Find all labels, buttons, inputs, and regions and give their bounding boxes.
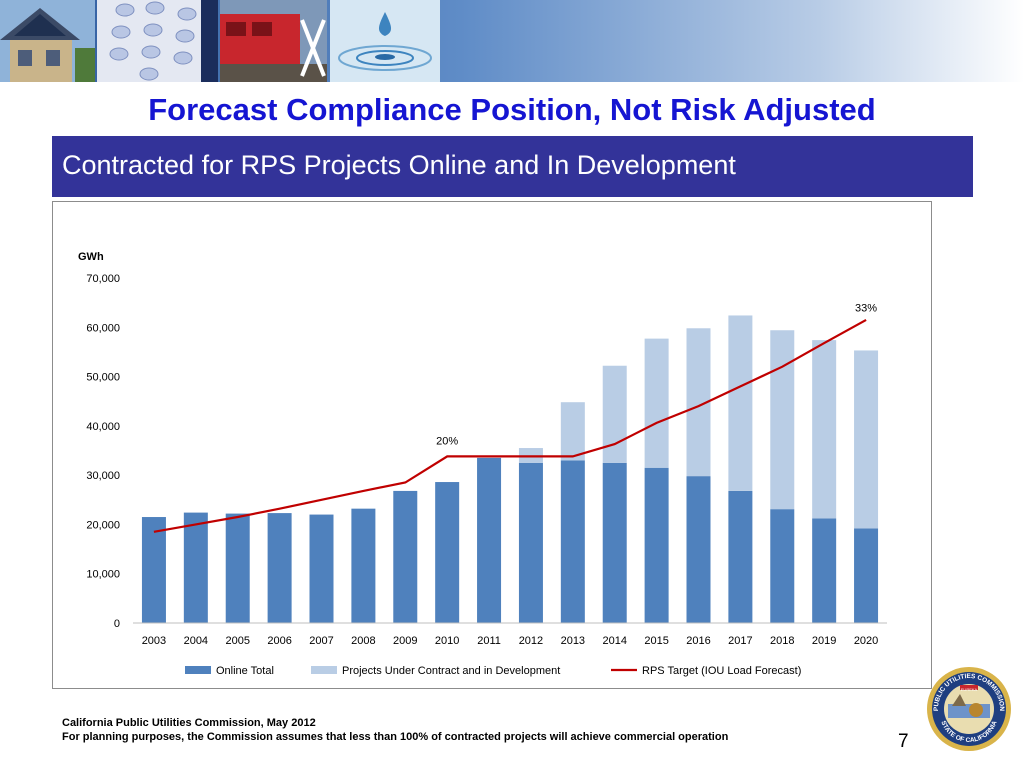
y-tick-label: 20,000 [86,519,120,531]
slide-title: Forecast Compliance Position, Not Risk A… [148,92,876,127]
bar-online-total [141,517,166,623]
x-tick-label: 2004 [184,635,208,647]
bar-online-total [602,462,627,623]
bar-online-total [351,508,376,623]
bar-online-total [393,490,418,623]
x-tick-label: 2012 [519,635,543,647]
legend-swatch-contract [311,666,337,674]
annotation-label: 20% [436,436,458,448]
bar-online-total [477,457,502,623]
x-tick-label: 2003 [142,635,166,647]
x-tick-label: 2015 [644,635,668,647]
train-photo [220,0,327,82]
chart-container: GWh 0 10,000 20,000 30,000 40,000 50,000 60,000… [52,201,932,689]
bar-under-contract [770,330,795,510]
bar-under-contract [812,340,837,519]
bar-online-total [560,460,585,623]
legend-swatch-online [185,666,211,674]
bar-online-total [309,514,334,623]
y-tick-label: 0 [114,618,120,630]
annotation-label: 33% [855,303,877,315]
svg-text:EUREKA: EUREKA [961,687,978,692]
x-tick-label: 2009 [393,635,417,647]
legend-label-target: RPS Target (IOU Load Forecast) [642,665,801,677]
y-axis-label: GWh [78,251,104,263]
y-tick-label: 10,000 [86,569,120,581]
bar-online-total [686,476,711,623]
x-tick-label: 2006 [267,635,291,647]
x-tick-label: 2010 [435,635,459,647]
x-tick-label: 2016 [686,635,710,647]
keypad-photo [97,0,218,82]
house-solar-photo [0,0,95,82]
y-tick-label: 50,000 [86,372,120,384]
x-tick-label: 2013 [561,635,585,647]
legend-label-online: Online Total [216,665,274,677]
bar-under-contract [644,338,669,468]
y-tick-label: 60,000 [86,322,120,334]
x-tick-label: 2008 [351,635,375,647]
bar-online-total [812,518,837,623]
bar-online-total [518,462,543,623]
footer-note: For planning purposes, the Commission as… [62,731,729,743]
y-tick-label: 30,000 [86,470,120,482]
footer-source: California Public Utilities Commission, … [62,717,316,729]
bar-under-contract [602,365,627,463]
bar-online-total [183,512,208,623]
bar-under-contract [728,315,753,491]
bar-online-total [770,509,795,623]
page-number: 7 [898,731,909,752]
bar-online-total [728,490,753,623]
y-tick-label: 70,000 [86,273,120,285]
x-tick-label: 2017 [728,635,752,647]
subtitle-bar: Contracted for RPS Projects Online and I… [52,136,973,197]
legend-label-contract: Projects Under Contract and in Developme… [342,665,560,677]
x-tick-label: 2007 [309,635,333,647]
x-tick-label: 2018 [770,635,794,647]
rps-compliance-chart: GWh 0 10,000 20,000 30,000 40,000 50,000 60,000… [78,251,887,677]
x-tick-label: 2020 [854,635,878,647]
x-tick-label: 2014 [602,635,626,647]
x-tick-label: 2019 [812,635,836,647]
x-tick-label: 2005 [225,635,249,647]
bar-online-total [267,513,292,623]
water-drop-photo [330,0,440,82]
bar-online-total [435,482,460,623]
bar-online-total [225,513,250,623]
bar-online-total [644,467,669,623]
subtitle-text: Contracted for RPS Projects Online and I… [62,150,736,180]
bar-online-total [854,528,879,623]
header-banner [0,0,1024,82]
y-tick-label: 40,000 [86,421,120,433]
cpuc-seal-logo: PUBLIC UTILITIES COMMISSION STATE OF CAL… [926,666,1012,752]
x-tick-label: 2011 [477,635,501,647]
rps-target-line [153,318,867,533]
bar-under-contract [854,350,879,529]
bar-under-contract [560,402,585,461]
